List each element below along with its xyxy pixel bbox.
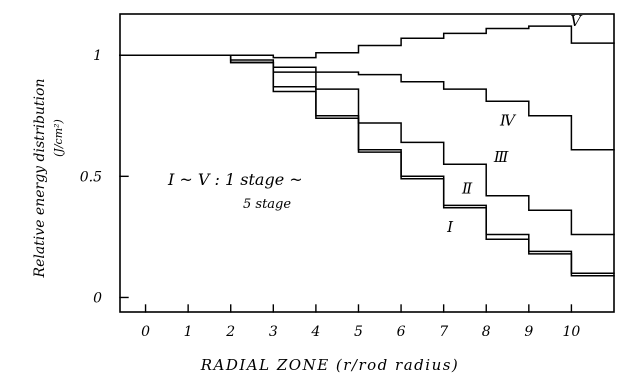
y-tick-label: 0	[93, 290, 102, 306]
x-tick-label: 4	[310, 324, 320, 340]
x-tick-label: 3	[269, 324, 278, 340]
annotation-line-2: 5 stage	[243, 197, 291, 212]
y-tick-label: 0.5	[80, 169, 102, 185]
annotation-line-1: I ~ V : 1 stage ~	[167, 170, 303, 189]
y-axis-unit: (J/cm²)	[52, 119, 65, 157]
series-5-step-line	[119, 25, 615, 59]
y-axis-title: Relative energy distribution	[32, 79, 48, 279]
y-tick-label: 1	[93, 48, 102, 64]
x-tick-label: 6	[397, 324, 406, 340]
x-tick-label: 10	[562, 324, 580, 340]
series-label-5: Ⅴ	[570, 12, 583, 30]
series-4-step-line	[119, 54, 615, 151]
x-tick-label: 9	[524, 324, 533, 340]
x-tick-label: 8	[482, 324, 491, 340]
x-tick-label: 1	[184, 324, 193, 340]
series-label-4: Ⅳ	[499, 111, 517, 129]
tick-layer: 0 1 2 3 4 5 6 7 8 9 10 0 0.5 1	[80, 48, 581, 340]
x-tick-label: 0	[141, 324, 150, 340]
y-axis-title-group: Relative energy distribution (J/cm²)	[32, 79, 65, 279]
series-2-step-line	[119, 54, 615, 274]
series-3-step-line	[119, 54, 615, 236]
series-label-1: Ⅰ	[446, 218, 454, 236]
plot-frame	[119, 13, 615, 313]
series-1-step-line	[119, 54, 615, 277]
label-layer: Ⅰ Ⅱ Ⅲ Ⅳ Ⅴ	[446, 12, 583, 236]
x-tick-label: 2	[225, 324, 235, 340]
series-layer	[119, 25, 615, 277]
x-tick-label: 5	[354, 324, 363, 340]
plot-frame-layer	[119, 13, 615, 313]
series-label-3: Ⅲ	[493, 148, 509, 166]
series-label-2: Ⅱ	[461, 179, 473, 197]
x-tick-label: 7	[439, 324, 448, 340]
x-axis-title: RADIAL ZONE (r/rod radius)	[200, 356, 460, 374]
